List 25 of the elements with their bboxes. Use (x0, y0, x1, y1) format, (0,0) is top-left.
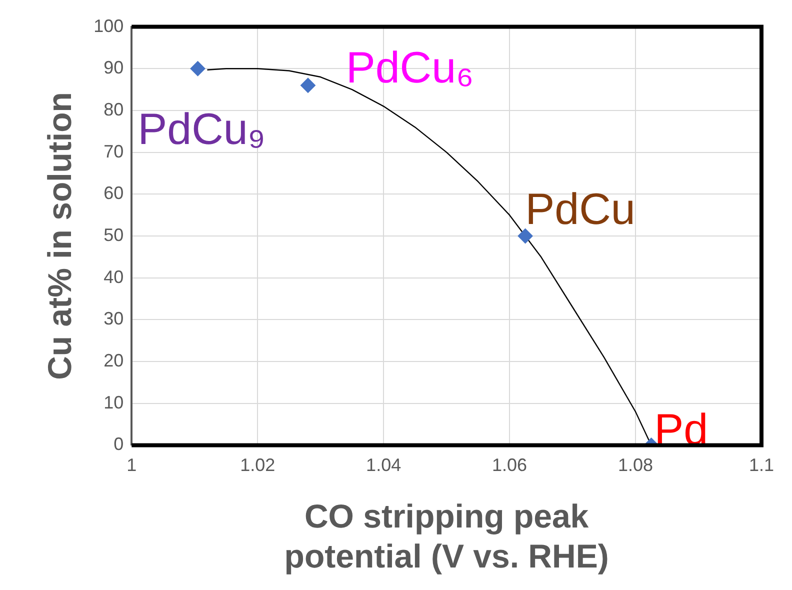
x-tick-label: 1.06 (492, 454, 528, 475)
y-tick-label: 60 (104, 183, 124, 204)
y-tick-label: 80 (104, 99, 124, 120)
y-tick-label: 10 (104, 392, 124, 412)
x-tick-label: 1.1 (748, 454, 774, 475)
y-tick-label: 30 (104, 308, 124, 329)
point (300, 78, 316, 93)
y-tick-label: 90 (104, 58, 124, 78)
y-tick-label: 70 (104, 141, 124, 162)
x-tick-label: 1.04 (366, 454, 402, 475)
x-axis-title: CO stripping peak potential (V vs. RHE) (284, 498, 609, 574)
y-axis-title: Cu at% in solution (40, 92, 78, 380)
annotation: PdCu₉ (138, 104, 266, 154)
y-tick-label: 50 (104, 224, 124, 245)
y-tick-label: 0 (114, 434, 124, 454)
x-tick-label: 1 (126, 454, 137, 475)
x-tick-label: 1.02 (240, 454, 276, 475)
point (190, 61, 206, 76)
x-tick-label: 1.08 (618, 454, 654, 475)
annotation: Pd (654, 405, 708, 454)
y-tick-label: 40 (104, 266, 124, 287)
annotation: PdCu (525, 185, 636, 234)
y-tick-label: 20 (104, 350, 124, 370)
annotation: PdCu₆ (346, 44, 474, 93)
y-tick-label: 100 (94, 16, 124, 36)
